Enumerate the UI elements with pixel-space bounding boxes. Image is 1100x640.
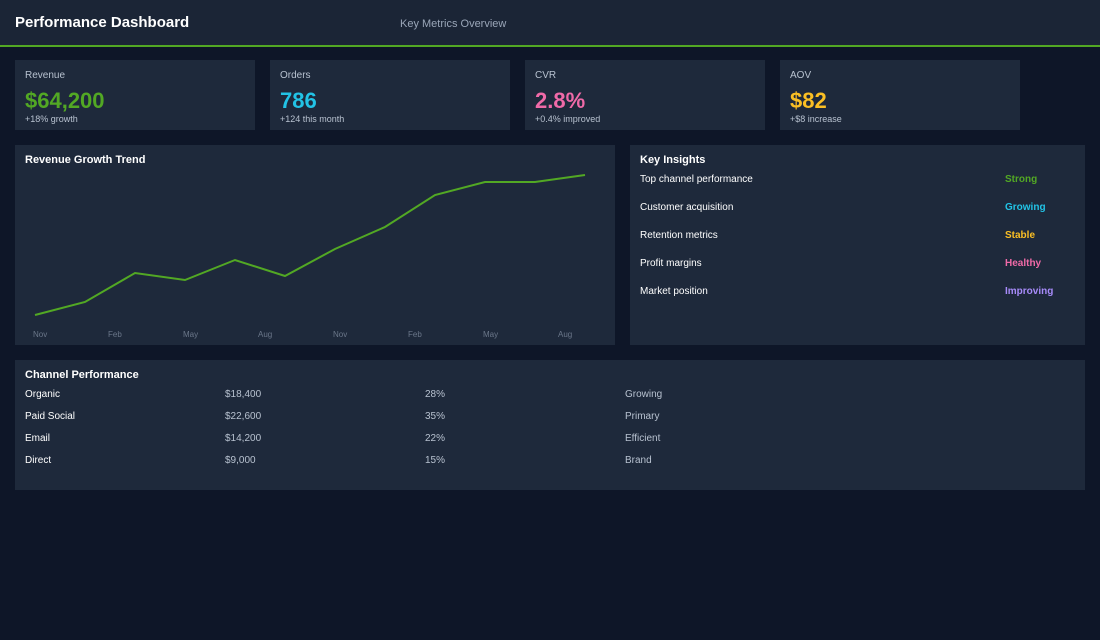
kpi-label: Revenue — [25, 70, 66, 81]
table-cell: Organic — [25, 389, 61, 400]
kpi-label: Orders — [280, 70, 311, 81]
channels-panel: Channel Performance Organic $18,400 28% Gro… — [15, 360, 1085, 490]
insights-title: Key Insights — [640, 154, 706, 166]
header-title: Performance Dashboard — [15, 14, 190, 31]
channels-title: Channel Performance — [25, 369, 139, 381]
x-tick-label: Aug — [258, 330, 272, 339]
chart: Nov Feb May Aug Nov Feb May Aug — [33, 174, 586, 339]
insights-panel: Key Insights Top channel performance Stro… — [630, 145, 1085, 345]
table-cell: $9,000 — [225, 455, 256, 466]
header: Performance Dashboard Key Metrics Overvi… — [0, 0, 1100, 47]
kpi-delta: +0.4% improved — [535, 114, 601, 124]
insight-status: Healthy — [1005, 258, 1042, 269]
kpi-label: AOV — [790, 70, 812, 81]
kpi-label: CVR — [535, 70, 557, 81]
insight-status: Stable — [1005, 230, 1036, 241]
table-cell: Growing — [625, 389, 663, 400]
table-cell: $22,600 — [225, 411, 262, 422]
table-cell: Email — [25, 433, 51, 444]
kpi-delta: +124 this month — [280, 114, 345, 124]
kpi-delta: +18% growth — [25, 114, 78, 124]
insight-label: Retention metrics — [640, 230, 718, 241]
x-tick-label: Aug — [558, 330, 572, 339]
table-cell: 15% — [425, 455, 446, 466]
x-tick-label: May — [183, 330, 198, 339]
table-cell: Direct — [25, 455, 52, 466]
table-cell: Paid Social — [25, 411, 76, 422]
table-cell: 22% — [425, 433, 446, 444]
table-cell: Primary — [625, 411, 660, 422]
kpi-card: CVR 2.8% +0.4% improved — [525, 60, 765, 130]
chart-title: Revenue Growth Trend — [25, 154, 146, 166]
header-subtitle: Key Metrics Overview — [400, 18, 507, 30]
table-cell: 28% — [425, 389, 446, 400]
kpi-value: $64,200 — [25, 88, 105, 113]
kpi-delta: +$8 increase — [790, 114, 842, 124]
table-cell: 35% — [425, 411, 446, 422]
x-tick-label: Feb — [108, 330, 122, 339]
kpi-card: Orders 786 +124 this month — [270, 60, 510, 130]
table-cell: $18,400 — [225, 389, 262, 400]
x-tick-label: Nov — [33, 330, 47, 339]
kpi-value: 786 — [280, 88, 317, 113]
insight-label: Profit margins — [640, 258, 702, 269]
table-cell: Efficient — [625, 433, 661, 444]
x-tick-label: Feb — [408, 330, 422, 339]
insight-status: Growing — [1005, 202, 1046, 213]
kpi-card: Revenue $64,200 +18% growth — [15, 60, 255, 130]
table-cell: $14,200 — [225, 433, 262, 444]
insight-label: Top channel performance — [640, 174, 753, 185]
insight-status: Strong — [1005, 174, 1038, 185]
line-series — [34, 174, 586, 316]
insight-label: Market position — [640, 286, 708, 297]
kpi-value: 2.8% — [535, 88, 586, 113]
chart-panel: Revenue Growth Trend Nov Feb May Aug Nov Feb M… — [15, 145, 615, 345]
kpi-value: $82 — [790, 88, 827, 113]
x-tick-label: May — [483, 330, 498, 339]
table-cell: Brand — [625, 455, 652, 466]
insight-status: Improving — [1005, 286, 1054, 297]
x-tick-label: Nov — [333, 330, 347, 339]
kpi-card: AOV $82 +$8 increase — [780, 60, 1020, 130]
insight-label: Customer acquisition — [640, 202, 734, 213]
